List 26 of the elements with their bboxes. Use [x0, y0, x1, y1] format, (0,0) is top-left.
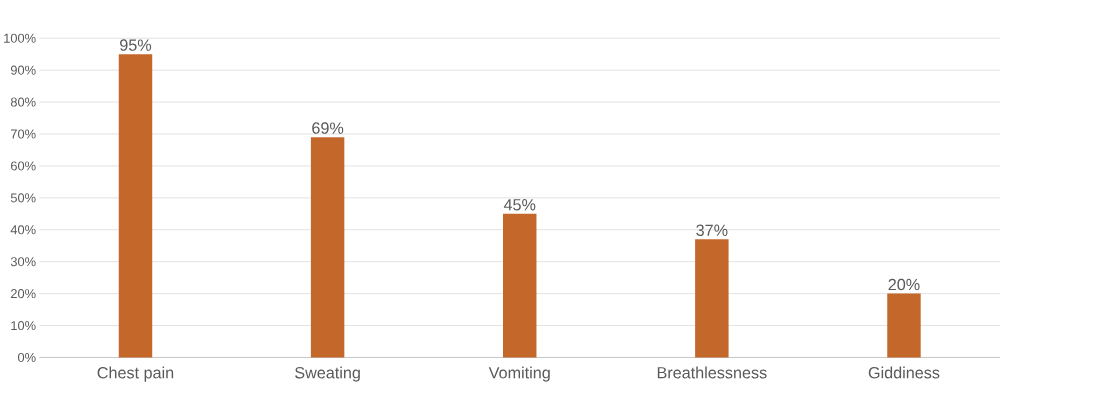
y-tick-label: 20%: [10, 288, 36, 299]
y-tick-label: 70%: [11, 129, 36, 139]
data-label: 45%: [503, 198, 536, 211]
x-tick-label: Chest pain: [97, 366, 174, 382]
y-tick-label: 100%: [4, 33, 36, 43]
data-label: 20%: [888, 278, 920, 291]
x-tick-label: Vomiting: [488, 366, 550, 382]
x-tick-label: Breathlessness: [657, 366, 767, 379]
y-tick-label: 60%: [11, 161, 36, 171]
y-tick-label: 0%: [18, 352, 36, 362]
y-tick-label: 40%: [10, 225, 36, 235]
y-tick-label: 90%: [10, 65, 36, 75]
bar: [695, 239, 729, 358]
bar: [310, 137, 345, 358]
x-tick-label: Sweating: [295, 366, 360, 382]
data-label: 95%: [120, 39, 152, 51]
x-tick-label: Giddiness: [868, 366, 940, 379]
bar: [503, 213, 537, 358]
data-label: 69%: [312, 122, 344, 134]
y-tick-label: 80%: [10, 97, 36, 107]
y-tick-label: 10%: [11, 320, 36, 330]
y-tick-label: 30%: [10, 257, 36, 267]
bar: [118, 54, 153, 358]
data-label: 37%: [696, 224, 728, 236]
y-tick-label: 50%: [10, 193, 36, 203]
bar: [887, 293, 921, 358]
